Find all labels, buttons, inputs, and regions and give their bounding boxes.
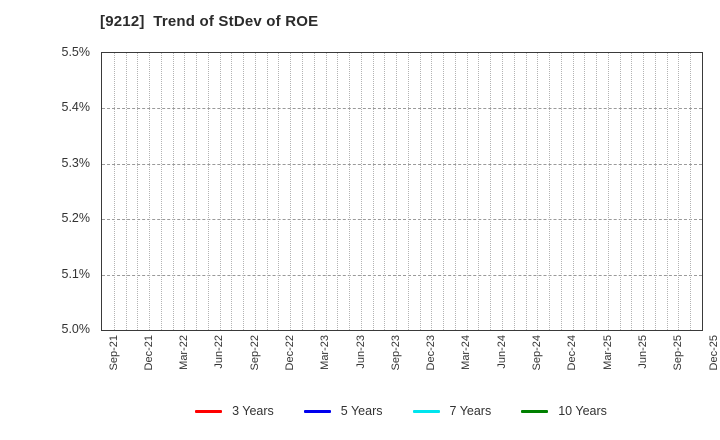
x-tick-label: Sep-24 [531,335,544,371]
y-tick-label: 5.3% [61,155,91,170]
x-tick-label: Sep-22 [248,335,261,371]
legend-line-swatch [303,409,331,413]
v-gridline [302,53,303,330]
v-gridline [278,53,280,330]
x-tick-label: Mar-25 [601,335,614,370]
y-tick-label: 5.4% [61,100,91,115]
h-gridline [102,108,702,110]
legend-line-swatch [412,409,440,413]
h-gridline [102,274,702,276]
x-tick-label: Dec-25 [707,335,720,371]
v-gridline [254,53,256,330]
v-gridline [125,53,127,330]
v-gridline [525,53,527,330]
v-gridline [502,53,503,330]
v-gridline [184,53,186,330]
v-gridline [349,53,351,330]
v-gridline [513,53,515,330]
x-tick-label: Sep-25 [672,335,685,371]
legend-item-label: 5 Years [340,404,383,418]
v-gridline [666,53,668,330]
v-gridline [219,53,221,330]
x-tick-label: Jun-22 [213,335,226,369]
v-gridline [384,53,386,330]
legend-line-swatch [521,409,549,413]
v-gridline [443,53,445,330]
v-gridline [137,53,139,330]
y-tick-label: 5.5% [61,45,91,59]
v-gridline [207,53,209,330]
x-tick-label: Dec-22 [283,335,296,371]
v-gridline [537,53,539,330]
v-gridline [407,53,409,330]
v-gridline [372,53,374,330]
legend-item-10-years: 10 Years [521,403,607,419]
v-gridline [690,53,692,330]
v-gridline [619,53,621,330]
legend-line-swatch [195,409,223,413]
legend-item-3-years: 3 Years [195,403,274,419]
h-gridline [102,163,702,165]
v-gridline [196,53,198,330]
x-tick-label: Dec-24 [566,335,579,371]
x-tick-label: Mar-23 [319,335,332,370]
v-gridline [266,53,268,330]
v-gridline [290,53,292,330]
y-tick-label: 5.2% [61,211,91,226]
x-tick-label: Sep-23 [389,335,402,371]
v-gridline [678,53,680,330]
v-gridline [643,53,645,330]
v-gridline [172,53,174,330]
legend: 3 Years 5 Years 7 Years 10 Years [101,403,701,419]
v-gridline [572,53,574,330]
v-gridline [149,53,151,330]
v-gridline [560,53,562,330]
y-tick-label: 5.0% [61,322,91,336]
x-tick-label: Sep-21 [107,335,120,371]
v-gridline [231,53,233,330]
v-gridline [466,53,468,330]
legend-item-label: 10 Years [558,404,607,418]
x-tick-label: Jun-23 [354,335,367,369]
v-gridline [490,53,492,330]
legend-item-5-years: 5 Years [303,403,383,419]
v-gridline [313,53,315,330]
y-tick-label: 5.1% [61,266,91,281]
legend-item-label: 7 Years [449,404,492,418]
v-gridline [584,53,586,330]
legend-item-7-years: 7 Years [412,403,492,419]
x-tick-label: Mar-24 [460,335,473,370]
v-gridline [549,53,551,330]
v-gridline [419,53,421,330]
v-gridline [478,53,480,330]
v-gridline [396,53,398,330]
v-gridline [325,53,327,330]
legend-item-label: 3 Years [232,404,274,418]
v-gridline [654,53,656,330]
v-gridline [454,53,456,330]
x-tick-label: Dec-23 [425,335,438,371]
x-tick-label: Mar-22 [178,335,191,370]
v-gridline [431,53,433,330]
h-gridline [102,219,702,221]
chart-title: [9212] Trend of StDev of ROE [100,13,319,30]
v-gridline [113,53,115,330]
x-tick-label: Jun-25 [636,335,649,369]
x-tick-label: Dec-21 [142,335,155,371]
v-gridline [607,53,609,330]
plot-area [101,52,703,331]
v-gridline [631,53,633,330]
v-gridline [160,53,162,330]
v-gridline [243,53,245,330]
v-gridline [360,53,362,330]
v-gridline [337,53,339,330]
v-gridline [596,53,598,330]
x-tick-label: Jun-24 [495,335,508,369]
